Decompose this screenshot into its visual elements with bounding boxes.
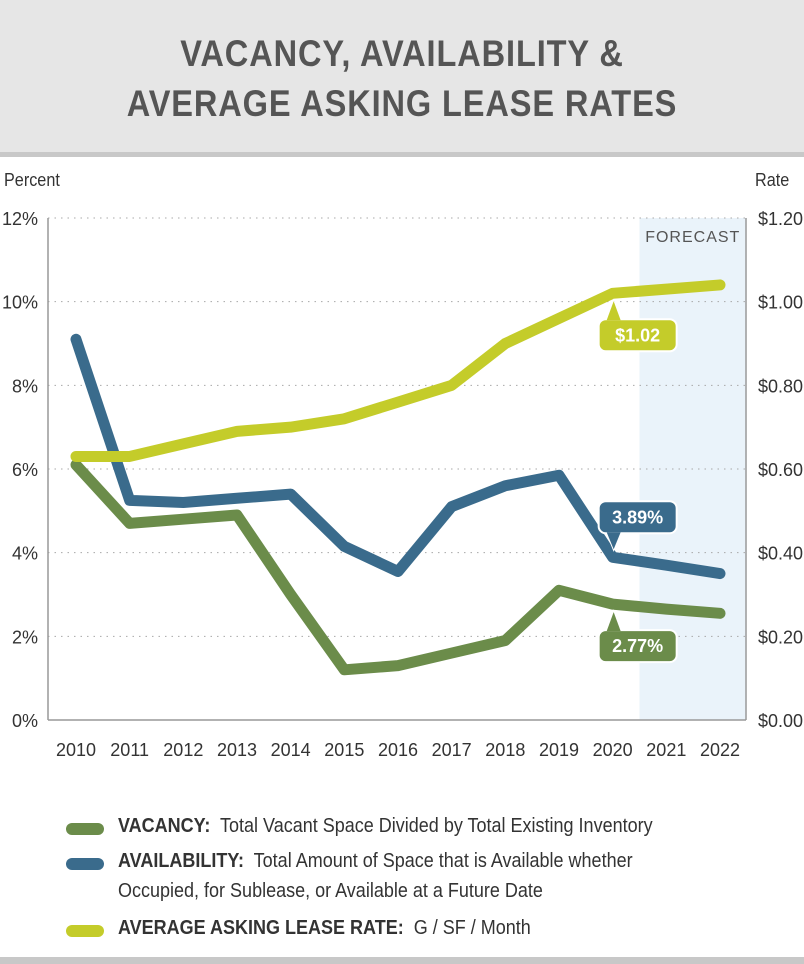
x-tick-label: 2012: [163, 740, 203, 760]
callout-box: [597, 500, 678, 535]
callout-label: $1.02: [615, 325, 660, 345]
legend-swatch-rate: [66, 925, 104, 937]
y-tick-label-right: $1.00: [758, 293, 803, 313]
callout-box: [597, 318, 678, 353]
y-axis-label-right: Rate: [755, 170, 790, 190]
y-tick-label-left: 4%: [12, 544, 38, 564]
y-tick-label-right: $0.40: [758, 544, 803, 564]
y-tick-label-left: 6%: [12, 460, 38, 480]
x-tick-label: 2020: [593, 740, 633, 760]
bottom-divider: [0, 957, 804, 964]
legend-text-availability: AVAILABILITY: Total Amount of Space that…: [118, 850, 633, 873]
x-tick-label: 2021: [646, 740, 686, 760]
legend-swatch-availability: [66, 858, 104, 870]
y-tick-label-left: 10%: [2, 293, 38, 313]
chart-header: VACANCY, AVAILABILITY & AVERAGE ASKING L…: [0, 0, 804, 157]
y-tick-label-left: 12%: [2, 209, 38, 229]
legend-text-rate: AVERAGE ASKING LEASE RATE: G / SF / Mont…: [118, 917, 531, 940]
forecast-label: FORECAST: [645, 229, 740, 246]
y-tick-label-left: 2%: [12, 627, 38, 647]
callout-pointer-fill: [606, 301, 621, 321]
callout-label: 2.77%: [612, 636, 663, 656]
x-tick-label: 2018: [485, 740, 525, 760]
y-tick-label-right: $0.60: [758, 460, 803, 480]
y-tick-label-left: 0%: [12, 711, 38, 731]
chart-title-line-1: VACANCY, AVAILABILITY &: [180, 33, 624, 74]
x-tick-label: 2022: [700, 740, 740, 760]
x-tick-label: 2019: [539, 740, 579, 760]
legend-desc-availability-line-2: Occupied, for Sublease, or Available at …: [118, 880, 543, 902]
x-tick-label: 2010: [56, 740, 96, 760]
callout-box: [597, 629, 678, 664]
x-tick-label: 2015: [324, 740, 364, 760]
y-axis-label-left: Percent: [4, 170, 60, 190]
legend-term-availability: AVAILABILITY:: [118, 850, 244, 872]
legend-term-rate: AVERAGE ASKING LEASE RATE:: [118, 917, 404, 939]
x-tick-label: 2011: [110, 740, 149, 760]
y-tick-label-right: $1.20: [758, 209, 803, 229]
legend-swatch-vacancy: [66, 823, 104, 835]
legend-text-vacancy: VACANCY: Total Vacant Space Divided by T…: [118, 815, 653, 838]
y-tick-label-right: $0.00: [758, 711, 803, 731]
callout-label: 3.89%: [612, 507, 663, 527]
chart-title-line-2: AVERAGE ASKING LEASE RATES: [126, 83, 678, 124]
series-line-average-asking-lease-rate: [70, 279, 726, 462]
x-tick-label: 2016: [378, 740, 418, 760]
callout-vacancy: 2.77%: [597, 609, 678, 664]
y-tick-label-right: $0.20: [758, 627, 803, 647]
series-line-availability: [70, 333, 726, 580]
legend-desc-rate: G / SF / Month: [413, 917, 531, 939]
callout-availability: 3.89%: [597, 500, 678, 552]
y-tick-label-left: 8%: [12, 376, 38, 396]
x-tick-label: 2013: [217, 740, 257, 760]
x-tick-label: 2014: [271, 740, 311, 760]
legend-desc-vacancy: Total Vacant Space Divided by Total Exis…: [220, 815, 653, 837]
legend-desc-availability: Total Amount of Space that is Available …: [253, 850, 633, 872]
y-tick-label-right: $0.80: [758, 376, 803, 396]
legend-term-vacancy: VACANCY:: [118, 815, 211, 837]
x-tick-label: 2017: [432, 740, 472, 760]
callout-pointer-fill: [606, 612, 621, 632]
callout-pointer-fill: [606, 532, 621, 550]
callout-average-asking-lease-rate: $1.02: [597, 298, 678, 353]
